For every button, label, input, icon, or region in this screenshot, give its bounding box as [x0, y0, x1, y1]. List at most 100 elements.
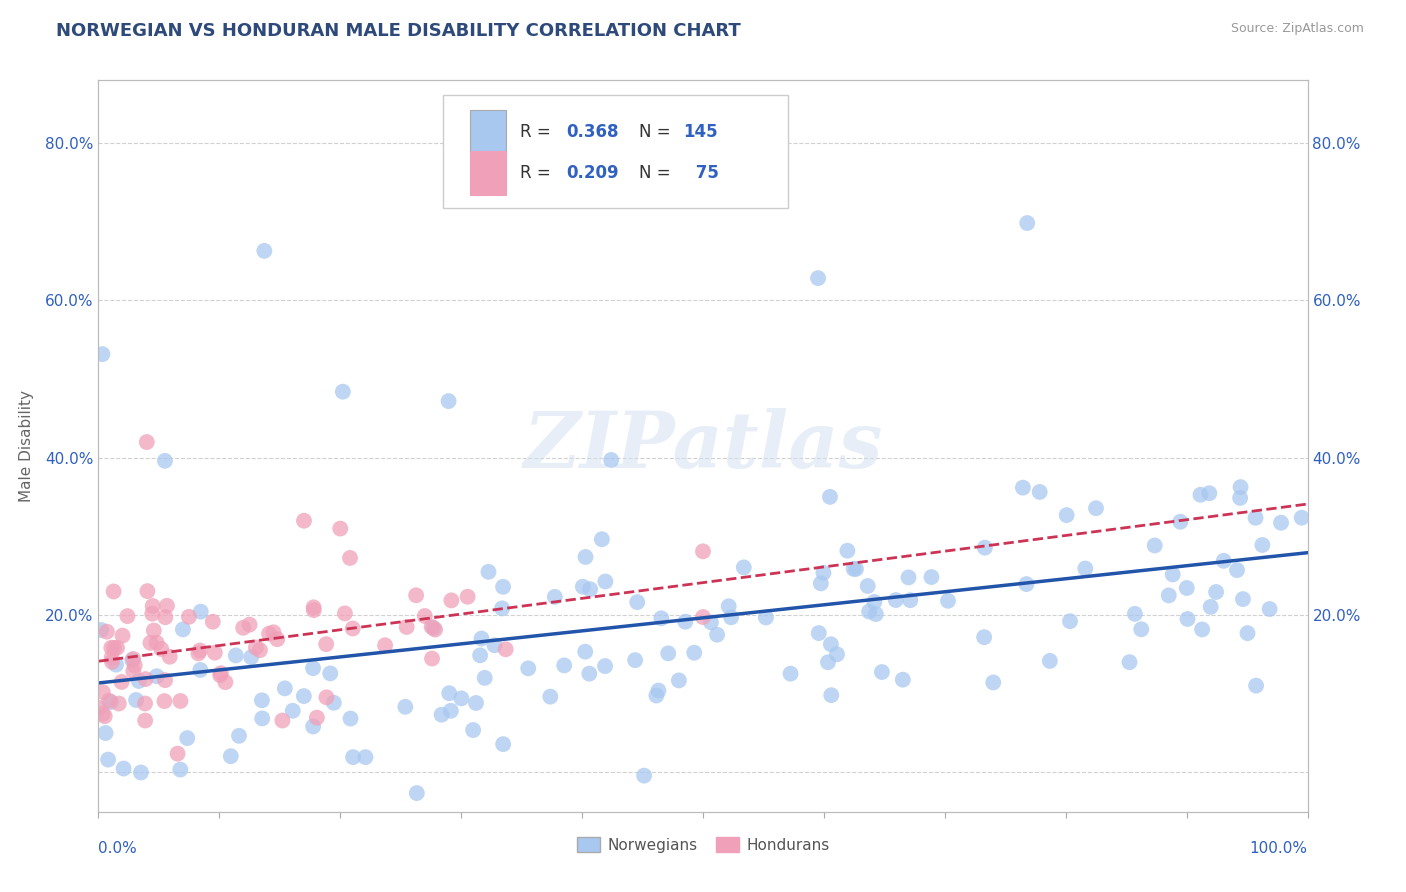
Point	[468, 648, 491, 663]
Point	[465, 696, 488, 710]
Point	[250, 711, 273, 725]
Point	[150, 642, 173, 657]
Point	[93, 709, 115, 723]
Point	[274, 681, 297, 696]
Point	[111, 629, 134, 643]
Text: Source: ZipAtlas.com: Source: ZipAtlas.com	[1230, 22, 1364, 36]
Point	[1229, 491, 1251, 505]
Point	[342, 750, 364, 764]
Point	[302, 600, 325, 615]
Point	[807, 626, 830, 640]
Point	[322, 696, 344, 710]
FancyBboxPatch shape	[443, 95, 787, 209]
Point	[105, 657, 128, 672]
Text: 100.0%: 100.0%	[1250, 841, 1308, 856]
Point	[430, 707, 453, 722]
Point	[1198, 486, 1220, 500]
Point	[166, 747, 188, 761]
Point	[342, 622, 364, 636]
Point	[339, 551, 361, 566]
Point	[176, 731, 198, 745]
Point	[1244, 510, 1267, 524]
Point	[457, 590, 479, 604]
Text: ZIPatlas: ZIPatlas	[523, 408, 883, 484]
Point	[692, 610, 714, 624]
Point	[624, 653, 647, 667]
Point	[1199, 599, 1222, 614]
Point	[1028, 485, 1050, 500]
Point	[103, 584, 125, 599]
Point	[544, 590, 567, 604]
Point	[1270, 516, 1292, 530]
Point	[302, 603, 325, 617]
Point	[450, 691, 472, 706]
Point	[420, 620, 443, 634]
Point	[153, 673, 176, 687]
Text: 75: 75	[690, 164, 718, 182]
Point	[97, 753, 120, 767]
Point	[574, 645, 596, 659]
Point	[188, 643, 211, 657]
Point	[302, 719, 325, 733]
Point	[112, 762, 135, 776]
Point	[100, 695, 122, 709]
Point	[253, 244, 276, 258]
Point	[845, 562, 868, 576]
Point	[105, 640, 128, 655]
Point	[1189, 488, 1212, 502]
Point	[440, 593, 463, 607]
Point	[354, 750, 377, 764]
Point	[1229, 480, 1251, 494]
Point	[263, 625, 285, 640]
Point	[122, 652, 145, 666]
Point	[440, 704, 463, 718]
Point	[733, 560, 755, 574]
Point	[139, 636, 162, 650]
Bar	[470, 152, 506, 195]
Point	[422, 621, 444, 635]
Point	[668, 673, 690, 688]
Point	[593, 659, 616, 673]
Point	[333, 607, 356, 621]
Point	[1226, 563, 1249, 577]
Point	[225, 648, 247, 663]
Point	[898, 593, 921, 607]
Point	[1177, 612, 1199, 626]
Point	[107, 697, 129, 711]
Point	[96, 624, 118, 639]
Point	[842, 562, 865, 576]
Text: N =: N =	[638, 164, 676, 182]
Point	[249, 643, 271, 657]
Point	[856, 579, 879, 593]
Point	[405, 588, 427, 602]
Point	[305, 711, 328, 725]
Point	[683, 646, 706, 660]
Point	[156, 599, 179, 613]
Point	[1258, 602, 1281, 616]
Point	[1017, 216, 1039, 230]
Point	[153, 454, 176, 468]
Text: 145: 145	[683, 123, 718, 141]
Point	[101, 655, 124, 669]
Point	[420, 651, 443, 665]
Point	[600, 453, 623, 467]
Point	[595, 574, 617, 589]
Point	[125, 693, 148, 707]
Point	[271, 714, 294, 728]
Point	[538, 690, 561, 704]
Point	[897, 570, 920, 584]
Text: R =: R =	[520, 164, 557, 182]
Point	[1056, 508, 1078, 522]
Point	[240, 650, 263, 665]
Point	[172, 623, 194, 637]
Point	[214, 675, 236, 690]
Point	[572, 580, 595, 594]
Point	[755, 610, 778, 624]
Point	[858, 605, 880, 619]
Point	[818, 490, 841, 504]
Point	[1175, 581, 1198, 595]
Point	[1191, 623, 1213, 637]
Point	[981, 675, 1004, 690]
Point	[169, 694, 191, 708]
Point	[187, 647, 209, 661]
